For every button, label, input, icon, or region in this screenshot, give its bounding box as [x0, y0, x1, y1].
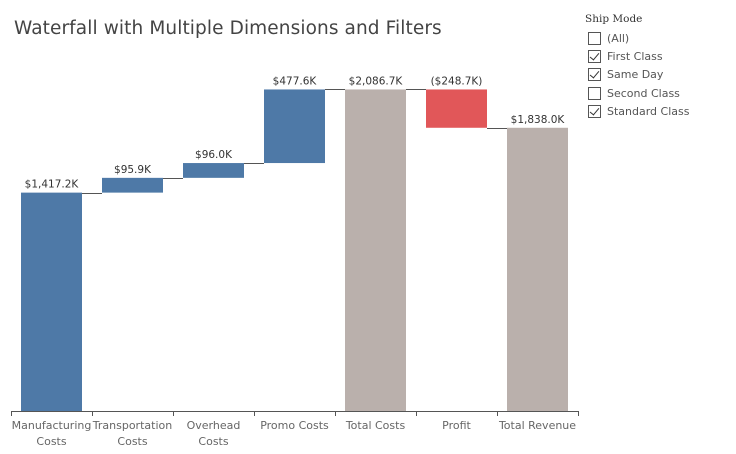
x-tick-label: Profit [442, 419, 471, 432]
data-label: $477.6K [273, 75, 318, 87]
x-tick-label: Total Revenue [498, 419, 576, 432]
chart-title: Waterfall with Multiple Dimensions and F… [14, 18, 442, 39]
x-tick-label: Manufacturing [12, 419, 92, 432]
filter-option-label: Standard Class [607, 104, 690, 118]
x-tick-label: Promo Costs [260, 419, 329, 432]
checkbox[interactable] [588, 86, 601, 100]
data-label: $2,086.7K [349, 75, 404, 87]
filter-option-label: Same Day [607, 68, 664, 82]
filter-option-same-day[interactable]: Same Day [585, 66, 733, 84]
bar-total-revenue[interactable] [507, 127, 568, 411]
data-label: ($248.7K) [431, 75, 483, 87]
ship-mode-filter: Ship Mode (All) First Class Same Day Second… [585, 12, 733, 120]
x-tick-label: Transportation [92, 419, 172, 432]
bar-overhead-costs[interactable] [183, 163, 244, 178]
checkbox[interactable] [588, 104, 601, 118]
filter-option-label: (All) [607, 31, 630, 45]
filter-title: Ship Mode [585, 13, 643, 25]
data-label: $95.9K [114, 164, 152, 176]
data-label: $1,838.0K [511, 114, 566, 126]
filter-option-all[interactable]: (All) [585, 29, 733, 47]
checkbox[interactable] [588, 31, 601, 45]
data-label: $96.0K [195, 149, 233, 161]
x-tick-label: Costs [117, 435, 147, 448]
x-tick-label: Total Costs [345, 419, 406, 432]
filter-option-label: Second Class [607, 86, 680, 100]
filter-options: (All) First Class Same Day Second Class Stan… [585, 29, 733, 120]
checkbox[interactable] [588, 49, 601, 63]
waterfall-chart: $1,417.2K Manufacturing Costs $95.9K Transpo… [11, 75, 579, 448]
filter-option-standard-class[interactable]: Standard Class [585, 102, 733, 120]
bar-manufacturing-costs[interactable] [21, 192, 82, 411]
filter-option-second-class[interactable]: Second Class [585, 84, 733, 102]
x-tick-label: Costs [198, 435, 228, 448]
x-tick-label: Overhead [187, 419, 241, 432]
bar-promo-costs[interactable] [264, 89, 325, 164]
x-tick-label: Costs [36, 435, 66, 448]
data-label: $1,417.2K [25, 179, 80, 191]
filter-option-first-class[interactable]: First Class [585, 47, 733, 65]
checkbox[interactable] [588, 68, 601, 82]
filter-option-label: First Class [607, 49, 663, 63]
bar-transportation-costs[interactable] [102, 177, 163, 193]
bar-total-costs[interactable] [345, 89, 406, 412]
bar-profit[interactable] [426, 89, 487, 128]
